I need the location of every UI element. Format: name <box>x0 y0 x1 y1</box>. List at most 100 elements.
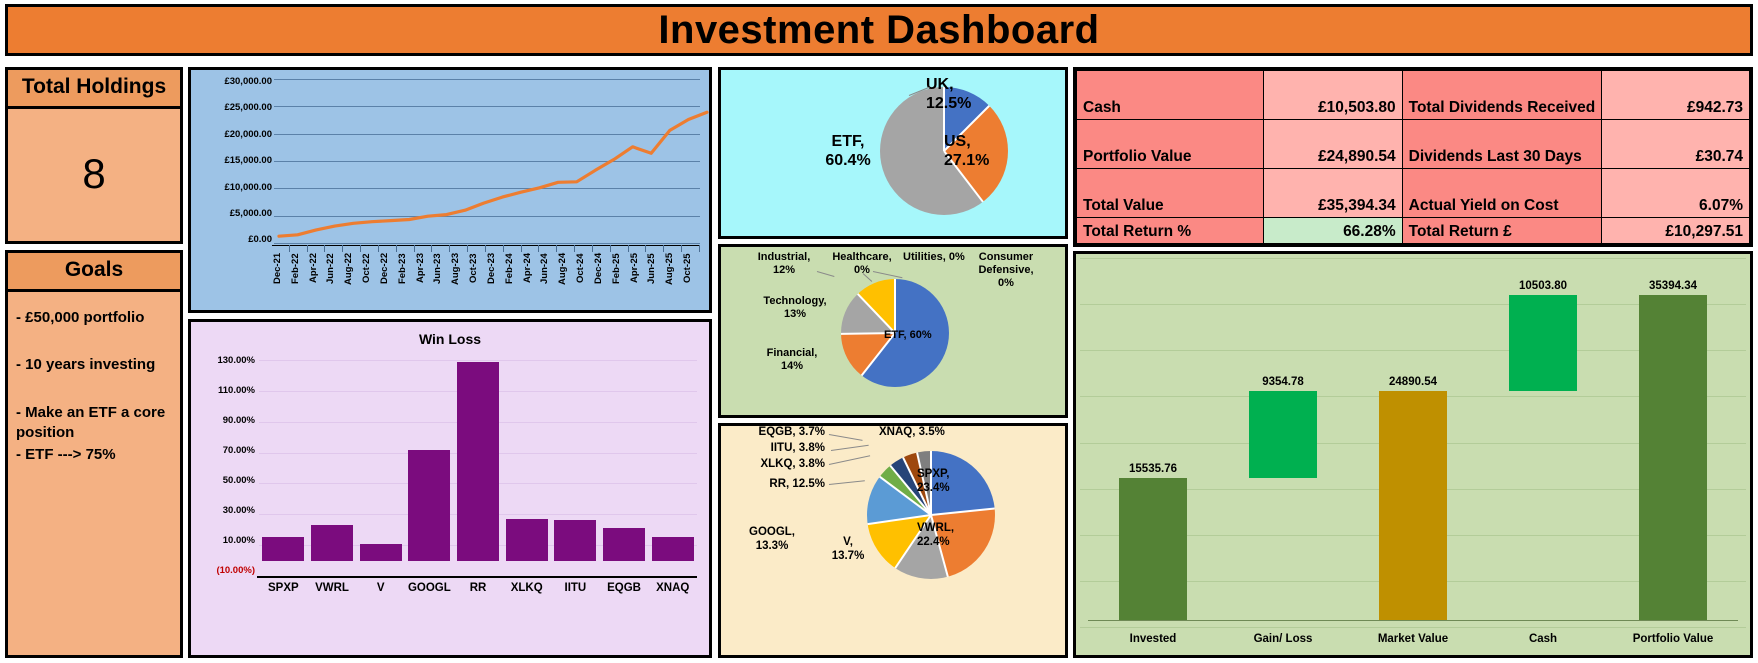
kpi-value-2: £30.74 <box>1601 119 1750 169</box>
line-x-tick-label: Oct-22 <box>361 253 373 283</box>
win-loss-category-label: V <box>376 582 385 594</box>
line-x-tick <box>682 245 700 252</box>
pie-slice-label: V, 13.7% <box>831 536 865 562</box>
win-loss-bar-cell <box>551 360 600 576</box>
kpi-table: Cash £10,503.80 Total Dividends Received… <box>1076 70 1750 244</box>
line-x-tick <box>664 245 683 252</box>
line-x-tick <box>290 245 308 252</box>
line-y-tick-label: £25,000.00 <box>224 102 272 114</box>
line-x-tick <box>432 245 451 252</box>
line-gridline <box>274 79 700 80</box>
pie-slice-label: Financial, 14% <box>766 347 818 373</box>
kpi-value: 66.28% <box>1262 217 1403 244</box>
win-loss-bar <box>262 536 305 561</box>
waterfall-value-label: 24890.54 <box>1389 376 1437 389</box>
line-x-tick <box>646 245 665 252</box>
line-gridline <box>274 243 700 244</box>
page-title: Investment Dashboard <box>658 7 1100 52</box>
region-allocation-chart: UK, 12.5% US, 27.1% ETF, 60.4% <box>718 67 1068 239</box>
pie-slice-label: IITU, 3.8% <box>770 442 825 454</box>
value-waterfall-chart: 15535.76 9354.78 24890.54 10503.80 35394.34 … <box>1073 251 1753 658</box>
line-gridline <box>274 215 700 217</box>
win-loss-y-tick-label: 70.00% <box>222 445 255 457</box>
kpi-summary-table: Cash £10,503.80 Total Dividends Received… <box>1073 67 1753 247</box>
waterfall-bar-cell: 9354.78 <box>1218 258 1348 621</box>
waterfall-bar-cell: 10503.80 <box>1478 258 1608 621</box>
waterfall-value-label: 9354.78 <box>1262 376 1304 389</box>
line-x-tick-label: Feb-25 <box>610 253 622 284</box>
goal-item: - 10 years investing <box>16 356 156 374</box>
line-y-tick-label: £30,000.00 <box>224 76 272 87</box>
win-loss-bar-cell <box>502 360 551 576</box>
line-x-tick-label: Oct-23 <box>468 253 480 283</box>
line-x-tick-label: Oct-24 <box>575 253 587 283</box>
win-loss-category-label: VWRL <box>315 582 349 594</box>
waterfall-category-label: Cash <box>1528 633 1558 645</box>
kpi-label: Cash <box>1076 70 1264 120</box>
waterfall-bars: 15535.76 9354.78 24890.54 10503.80 35394.34 <box>1088 258 1738 621</box>
win-loss-bar <box>603 528 646 561</box>
kpi-label-2: Dividends Last 30 Days <box>1401 119 1603 169</box>
win-loss-category-label: EQGB <box>607 582 641 594</box>
line-x-tick <box>379 245 397 252</box>
total-holdings-heading: Total Holdings <box>8 70 180 109</box>
line-x-tick-label: Feb-22 <box>289 253 301 284</box>
line-x-tick <box>308 245 326 252</box>
pie-leader-line <box>828 480 865 485</box>
line-x-tick-label: Apr-22 <box>307 253 319 284</box>
waterfall-bar <box>1509 294 1577 392</box>
pie-slice-label: SPXP, 23.4% <box>917 468 950 494</box>
line-chart-y-axis: £30,000.00 £25,000.00 £20,000.00 £15,000.00… <box>198 77 272 245</box>
win-loss-y-tick-label: 110.00% <box>218 385 255 397</box>
line-x-tick-label: Feb-23 <box>396 253 408 284</box>
waterfall-bar <box>1639 294 1707 621</box>
line-x-tick-label: Jun-25 <box>646 253 658 284</box>
line-x-tick <box>325 245 344 252</box>
table-row: Total Return % 66.28% Total Return £ £10… <box>1076 217 1750 244</box>
line-y-tick-label: £20,000.00 <box>224 128 272 140</box>
pie-slice-label: Consumer Defensive, 0% <box>978 251 1034 290</box>
waterfall-x-axis: Invested Gain/ Loss Market Value Cash Portfo… <box>1088 633 1738 645</box>
line-x-tick-label: Aug-24 <box>557 253 569 286</box>
line-y-tick-label: £10,000.00 <box>224 181 272 193</box>
waterfall-bar <box>1119 477 1187 621</box>
goal-item: - £50,000 portfolio <box>16 309 145 326</box>
waterfall-value-label: 35394.34 <box>1649 279 1697 292</box>
pie-slice-label: Technology, 13% <box>763 295 827 321</box>
line-x-tick <box>557 245 576 252</box>
win-loss-title: Win Loss <box>418 331 482 347</box>
line-x-tick <box>575 245 593 252</box>
win-loss-bar-cell <box>356 360 405 576</box>
holdings-allocation-chart: SPXP, 23.4% VWRL, 22.4% V, 13.7% GOOGL, 13.… <box>718 423 1068 658</box>
pie-slice-label: XLKQ, 3.8% <box>760 458 825 470</box>
line-chart-series <box>277 110 709 238</box>
waterfall-value-label: 10503.80 <box>1519 279 1567 292</box>
waterfall-category-label: Market Value <box>1377 633 1449 645</box>
line-x-tick-label: Dec-23 <box>485 253 497 285</box>
portfolio-growth-chart: £30,000.00 £25,000.00 £20,000.00 £15,000.00… <box>188 67 712 313</box>
kpi-label-2: Total Return £ <box>1401 217 1603 244</box>
pie-leader-line <box>828 434 863 441</box>
win-loss-bar-cell <box>454 360 503 576</box>
pie-slice-label: VWRL, 22.4% <box>917 522 955 548</box>
waterfall-value-label: 15535.76 <box>1129 462 1177 475</box>
win-loss-bars <box>259 360 697 576</box>
line-chart-x-axis-line <box>272 245 700 246</box>
line-x-tick <box>522 245 540 252</box>
goals-card: Goals - £50,000 portfolio - 10 years inv… <box>5 250 183 658</box>
kpi-value-2: £10,297.51 <box>1601 217 1750 244</box>
pie-slice-label: US, 27.1% <box>944 133 990 170</box>
line-x-tick-label: Feb-24 <box>503 253 515 284</box>
waterfall-bar <box>1379 391 1447 621</box>
waterfall-gridline <box>1080 350 1746 352</box>
line-x-tick-label: Dec-24 <box>592 253 604 285</box>
waterfall-axis-line <box>1088 620 1738 621</box>
win-loss-chart: Win Loss 130.00% 110.00% 90.00% 70.00% 50.00… <box>188 319 712 658</box>
waterfall-gridline <box>1080 304 1746 306</box>
win-loss-bar <box>408 449 451 561</box>
goals-heading: Goals <box>8 253 180 292</box>
line-x-tick-label: Apr-24 <box>521 253 533 284</box>
waterfall-category-label: Portfolio Value <box>1632 633 1714 645</box>
line-gridline <box>274 106 700 108</box>
win-loss-y-tick-label: 50.00% <box>222 475 255 487</box>
